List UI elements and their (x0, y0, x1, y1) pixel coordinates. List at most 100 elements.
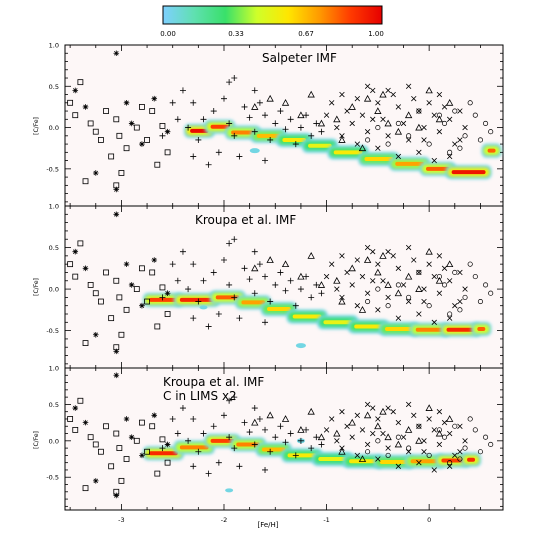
obs-square (144, 137, 150, 143)
panel-kroupa-lims: 1.0 0.5 0.0 -0.5 -3 -2 -1 0 Kroupa et al. IMF C… (46, 365, 504, 524)
obs-triangle (435, 429, 444, 437)
obs-cross (370, 249, 376, 255)
obs-circle (385, 452, 391, 458)
density-core (364, 156, 394, 161)
obs-cross (323, 112, 330, 118)
obs-cross (354, 95, 361, 102)
obs-triangle (307, 407, 315, 415)
obs-cross (426, 100, 432, 106)
obs-cross (426, 416, 432, 422)
obs-triangle (394, 127, 403, 135)
obs-plus (287, 116, 294, 123)
obs-circle (472, 274, 478, 280)
obs-asterisk (151, 95, 158, 102)
obs-circle (375, 286, 381, 292)
obs-asterisk (128, 434, 135, 440)
y-axis-label: [C/Fe] (33, 117, 40, 135)
obs-plus (190, 315, 197, 322)
obs-cross (344, 423, 350, 429)
obs-square (113, 277, 120, 284)
obs-square (118, 477, 125, 484)
obs-cross (370, 116, 376, 122)
obs-triangle (307, 252, 315, 259)
obs-cross (385, 133, 391, 139)
obs-triangle (425, 86, 433, 94)
panel-frame (64, 205, 504, 369)
obs-circle (426, 303, 432, 309)
obs-plus (303, 273, 310, 280)
obs-square (77, 79, 84, 86)
obs-cross (421, 298, 427, 305)
obs-triangle (348, 264, 356, 272)
obs-square (108, 315, 115, 322)
obs-cross (416, 459, 422, 466)
obs-circle (447, 460, 453, 466)
obs-plus (205, 323, 212, 330)
obs-circle (472, 112, 478, 118)
obs-plus (287, 430, 294, 437)
density-core (241, 300, 266, 305)
density-core (149, 297, 178, 302)
panel-title: Kroupa et al. IMF (195, 213, 296, 227)
obs-square (123, 456, 130, 462)
obs-cross (446, 116, 453, 122)
obs-triangle (415, 436, 423, 444)
obs-plus (251, 405, 258, 412)
obs-plus (297, 124, 304, 131)
obs-cross (446, 463, 453, 469)
obs-circle (426, 141, 432, 147)
obs-circle (477, 137, 483, 143)
obs-cross (431, 273, 437, 280)
obs-circle (483, 282, 489, 288)
obs-asterisk (82, 265, 89, 272)
obs-asterisk (139, 141, 145, 147)
obs-cross (323, 273, 330, 280)
obs-square (123, 306, 130, 313)
obs-plus (313, 434, 320, 441)
obs-cross (364, 129, 371, 135)
obs-plus (303, 426, 310, 433)
obs-square (133, 286, 140, 292)
density-core (318, 457, 348, 462)
y-tick-label: -0.5 (46, 165, 59, 173)
obs-square (108, 463, 115, 470)
obs-plus (251, 248, 258, 255)
obs-plus (308, 445, 315, 452)
obs-circle (385, 303, 391, 309)
obs-cross (431, 467, 437, 473)
obs-cross (431, 427, 437, 433)
obs-triangle (384, 119, 392, 127)
obs-plus (226, 240, 233, 247)
obs-circle (462, 294, 468, 300)
obs-square (164, 311, 171, 317)
obs-triangle (425, 247, 433, 255)
obs-plus (205, 470, 212, 477)
obs-circle (365, 298, 371, 305)
obs-square (144, 298, 150, 305)
obs-plus (210, 423, 217, 430)
obs-square (92, 290, 99, 297)
obs-plus (169, 99, 176, 106)
obs-cross (385, 87, 391, 94)
obs-plus (246, 114, 253, 121)
obs-plus (318, 128, 325, 135)
obs-cross (395, 153, 402, 160)
obs-triangle (266, 256, 274, 263)
obs-cross (364, 244, 371, 251)
obs-triangle (333, 429, 341, 437)
obs-square (116, 132, 123, 139)
obs-triangle (404, 426, 413, 433)
colorbar: 0.00 0.33 0.67 1.00 (160, 5, 384, 38)
obs-plus (231, 132, 238, 139)
obs-square (108, 153, 115, 160)
obs-square (154, 161, 161, 168)
obs-plus (179, 248, 186, 255)
density-core (231, 130, 255, 135)
obs-plus (231, 75, 238, 82)
obs-asterisk (164, 441, 171, 448)
obs-square (149, 108, 156, 114)
obs-cross (441, 265, 448, 271)
y-tick-label: 0.0 (49, 437, 59, 445)
obs-asterisk (151, 257, 158, 263)
